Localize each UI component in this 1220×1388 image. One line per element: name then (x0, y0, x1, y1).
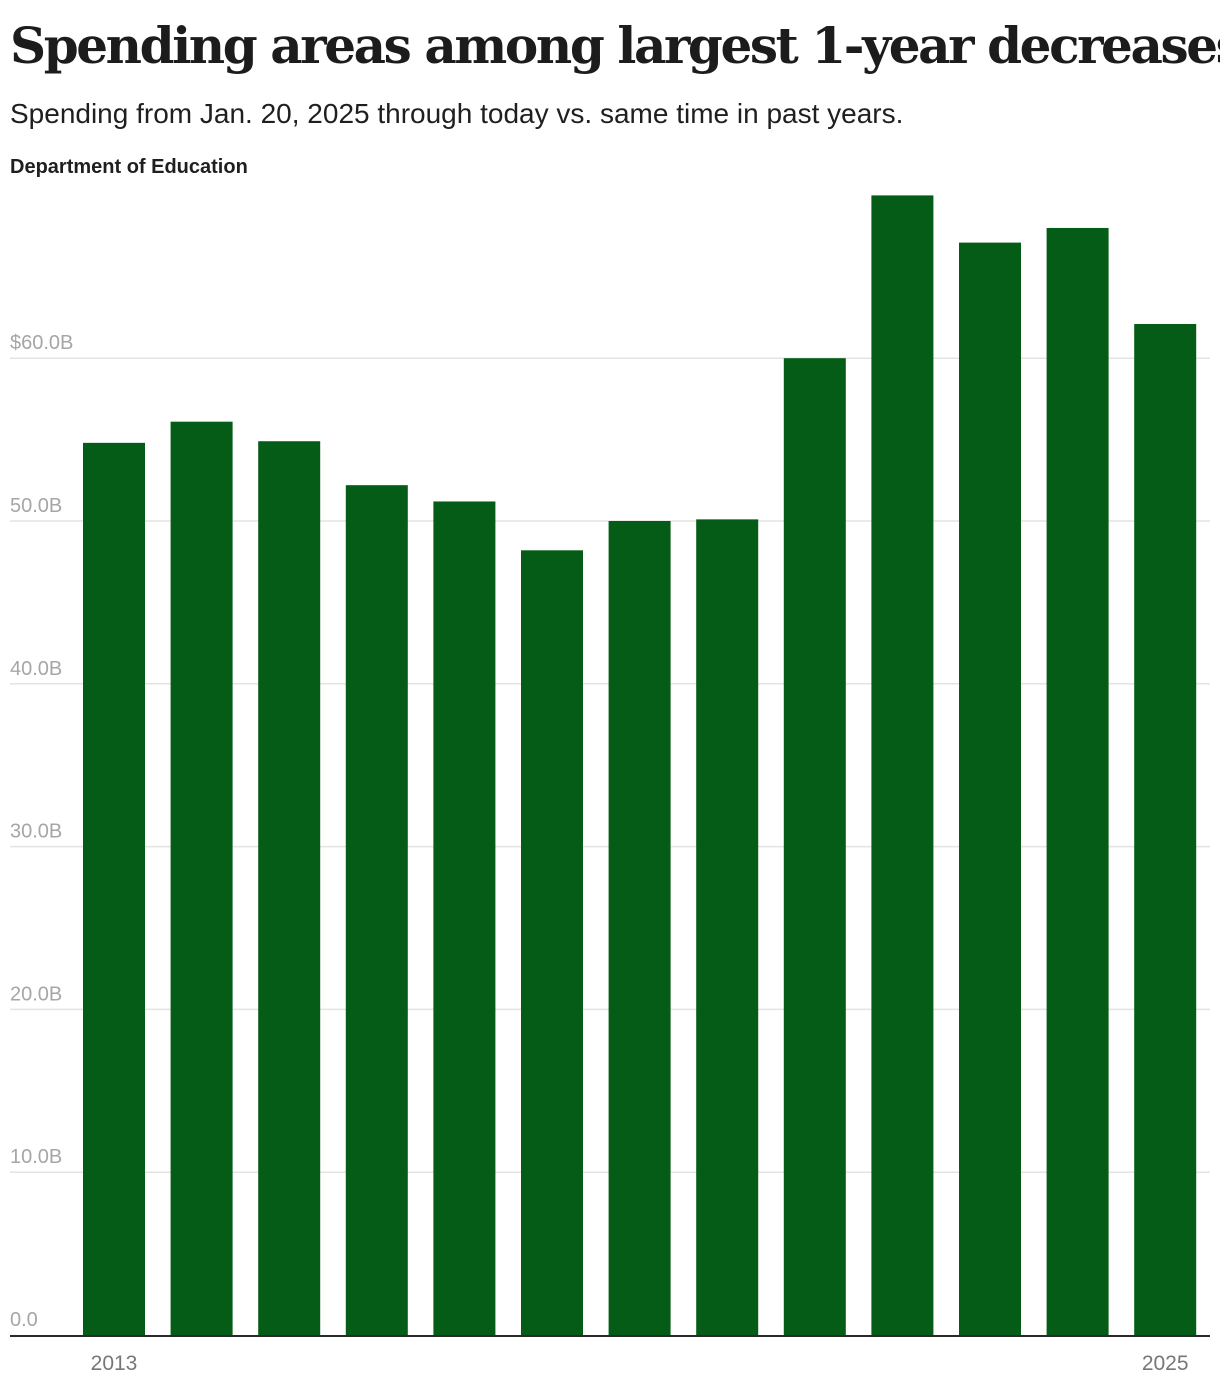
bar-2018 (521, 550, 583, 1335)
bar-2019 (608, 521, 671, 1335)
bars (83, 195, 1197, 1336)
bar-2022 (871, 195, 934, 1335)
x-tick-label: 2013 (91, 1352, 138, 1375)
bar-2015 (258, 441, 321, 1335)
y-tick-label: 30.0B (10, 821, 62, 843)
bar-2021 (783, 358, 846, 1335)
bar-2014 (170, 421, 233, 1335)
bar-2017 (433, 501, 496, 1335)
x-axis-tick-labels: 2013 2025 (91, 1352, 1189, 1375)
x-tick-label: 2025 (1142, 1352, 1189, 1375)
bar-2025 (1134, 324, 1197, 1336)
y-tick-label: 10.0B (10, 1146, 62, 1168)
bar-2024 (1046, 227, 1109, 1336)
y-tick-label: $60.0B (10, 332, 73, 354)
chart-subtitle: Spending from Jan. 20, 2025 through toda… (10, 98, 904, 129)
y-tick-label: 0.0 (10, 1309, 38, 1331)
chart-title: Spending areas among largest 1-year decr… (10, 16, 1220, 75)
bar-2016 (345, 485, 408, 1336)
y-tick-label: 50.0B (10, 495, 62, 517)
bar-2013 (83, 442, 145, 1336)
y-tick-label: 40.0B (10, 658, 62, 680)
bar-2020 (696, 519, 759, 1335)
bar-2023 (959, 242, 1021, 1335)
y-tick-label: 20.0B (10, 983, 62, 1005)
y-axis-tick-labels: 0.0 10.0B 20.0B 30.0B 40.0B 50.0B $60.0B (10, 332, 73, 1331)
chart-series-label: Department of Education (10, 156, 248, 178)
